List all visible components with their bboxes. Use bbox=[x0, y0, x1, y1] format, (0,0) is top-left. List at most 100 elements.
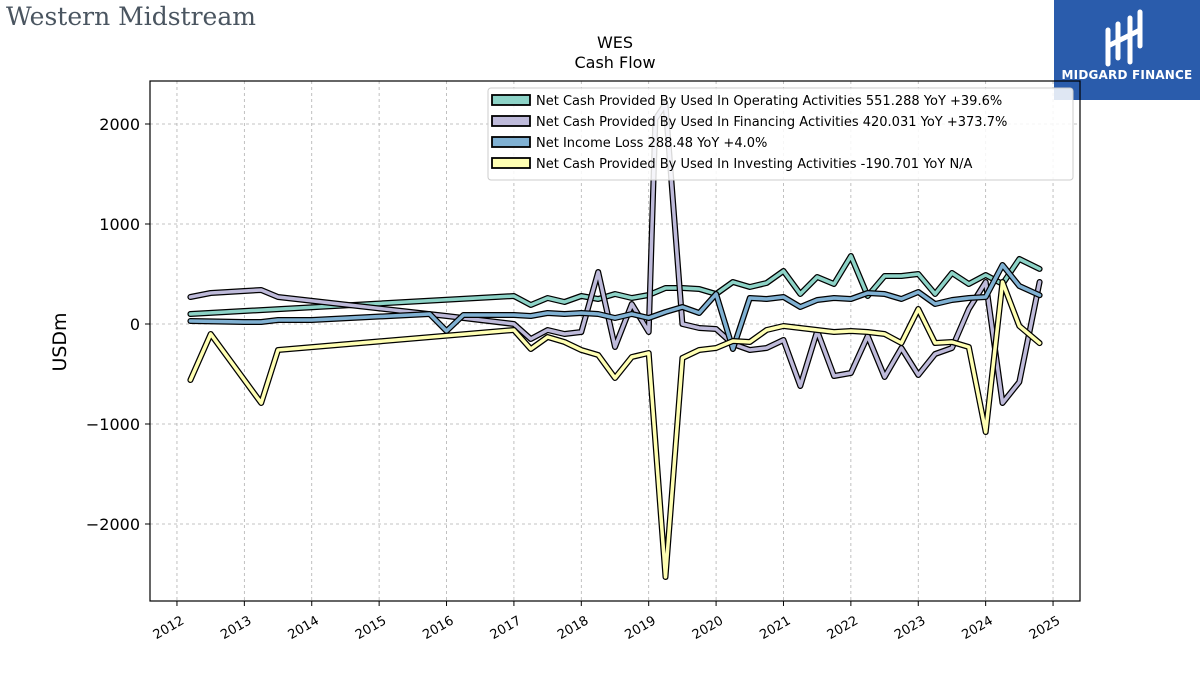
series-point bbox=[782, 325, 785, 327]
series-point bbox=[917, 291, 919, 293]
series-point bbox=[749, 349, 751, 351]
series-point bbox=[648, 331, 650, 333]
series-point bbox=[698, 288, 700, 290]
series-point bbox=[563, 301, 566, 303]
series-point bbox=[799, 306, 801, 308]
x-tick-label: 2022 bbox=[825, 613, 861, 643]
series-point bbox=[580, 349, 582, 351]
series-point bbox=[462, 314, 464, 316]
series-line bbox=[187, 279, 1043, 580]
series-point bbox=[260, 289, 262, 291]
series-point bbox=[951, 347, 953, 349]
series-point bbox=[833, 375, 835, 377]
series-point bbox=[732, 281, 734, 283]
series-point bbox=[631, 313, 633, 315]
x-tick-label: 2018 bbox=[555, 613, 591, 643]
series-point bbox=[782, 270, 785, 272]
x-tick-label: 2024 bbox=[959, 613, 995, 643]
series-point bbox=[715, 293, 717, 295]
y-axis-label: USDm bbox=[49, 312, 71, 371]
x-tick-label: 2025 bbox=[1027, 613, 1063, 643]
y-tick-label: 2000 bbox=[99, 115, 140, 134]
series-point bbox=[631, 303, 633, 305]
series-point bbox=[884, 376, 886, 378]
y-tick-label: −2000 bbox=[86, 515, 140, 534]
legend-swatch bbox=[491, 94, 531, 106]
chart-subtitle: Cash Flow bbox=[574, 53, 655, 72]
series-point bbox=[445, 330, 448, 332]
series-point bbox=[681, 306, 684, 308]
series-point bbox=[648, 317, 650, 319]
series-line bbox=[187, 262, 1043, 352]
plot-area-frame bbox=[149, 80, 1081, 602]
series-point bbox=[833, 283, 835, 285]
series-point bbox=[766, 282, 768, 284]
series-point bbox=[850, 372, 852, 374]
series-point bbox=[715, 347, 717, 349]
company-name: Western Midstream bbox=[6, 2, 256, 31]
series-point bbox=[985, 281, 987, 283]
y-tick-label: 0 bbox=[130, 315, 140, 334]
series-point bbox=[260, 321, 262, 323]
series-point bbox=[1039, 281, 1041, 283]
series-point bbox=[664, 287, 667, 289]
series-point bbox=[243, 321, 245, 323]
legend-swatch bbox=[491, 136, 531, 148]
series-point bbox=[597, 271, 599, 273]
series-point bbox=[917, 374, 919, 376]
series-point bbox=[934, 342, 936, 344]
series-point bbox=[513, 323, 515, 325]
series-point bbox=[1018, 258, 1020, 260]
series-point bbox=[547, 312, 549, 314]
series-point bbox=[766, 347, 768, 349]
series-line bbox=[187, 253, 1043, 317]
series-point bbox=[513, 329, 515, 331]
series-point bbox=[597, 298, 599, 300]
x-tick-label: 2016 bbox=[420, 613, 456, 643]
legend-swatch bbox=[491, 157, 531, 169]
midgard-logo-icon bbox=[1105, 9, 1143, 67]
x-tick-label: 2021 bbox=[757, 613, 793, 643]
series-point bbox=[985, 296, 987, 298]
series-lines bbox=[187, 101, 1043, 580]
series-line-fill bbox=[188, 263, 1042, 351]
series-point bbox=[1039, 342, 1041, 344]
legend-entry-label: Net Cash Provided By Used In Investing A… bbox=[536, 157, 973, 172]
series-point bbox=[547, 329, 549, 331]
series-point bbox=[867, 331, 869, 333]
series-point bbox=[900, 342, 903, 344]
series-point bbox=[580, 295, 582, 297]
series-point bbox=[311, 319, 313, 321]
x-tick-label: 2015 bbox=[353, 613, 389, 643]
series-point bbox=[799, 385, 801, 387]
series-point bbox=[867, 335, 869, 337]
series-point bbox=[900, 275, 903, 277]
series-point bbox=[951, 299, 953, 301]
series-point bbox=[530, 338, 532, 340]
series-point bbox=[1001, 281, 1004, 283]
y-tick-label: 1000 bbox=[99, 215, 140, 234]
series-point bbox=[189, 379, 191, 381]
series-point bbox=[260, 402, 262, 404]
series-point bbox=[547, 336, 549, 338]
series-point bbox=[833, 331, 835, 333]
series-point bbox=[900, 298, 903, 300]
series-point bbox=[513, 314, 515, 316]
series-point bbox=[985, 274, 987, 276]
series-point bbox=[900, 347, 903, 349]
series-point bbox=[799, 327, 801, 329]
series-point bbox=[884, 293, 886, 295]
legend: Net Cash Provided By Used In Operating A… bbox=[487, 87, 1074, 181]
series-point bbox=[547, 297, 549, 299]
legend-box bbox=[487, 87, 1074, 181]
series-point bbox=[917, 308, 919, 310]
series-point bbox=[277, 349, 279, 351]
series-point bbox=[563, 313, 566, 315]
series-line-outline bbox=[187, 279, 1043, 580]
series-point bbox=[580, 331, 582, 333]
series-point bbox=[867, 292, 869, 294]
series-point bbox=[1018, 285, 1020, 287]
badge-label: MIDGARD FINANCE bbox=[1061, 68, 1193, 82]
series-point bbox=[614, 346, 616, 348]
series-point bbox=[985, 431, 987, 433]
